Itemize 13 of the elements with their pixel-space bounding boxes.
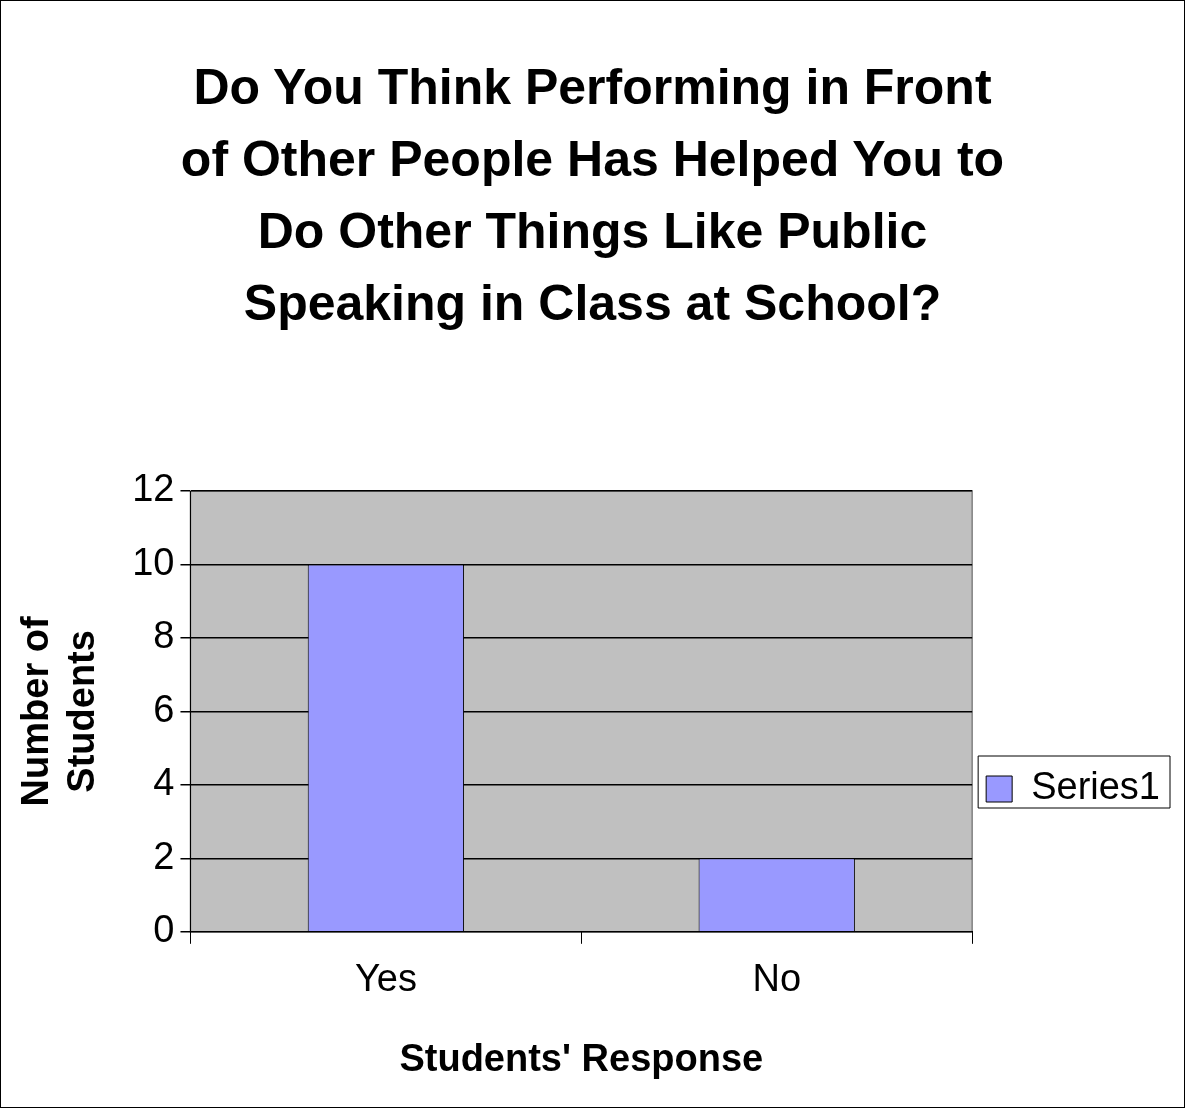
x-tick-label: Yes (354, 957, 417, 1000)
y-tick-label: 8 (153, 614, 175, 657)
x-tick-label: No (752, 957, 802, 1000)
y-axis-title: Number of Students (14, 616, 102, 807)
y-tick-label: 10 (132, 540, 175, 583)
y-tick-label: 4 (153, 761, 175, 804)
chart-title: Do You Think Performing in Front of Other People Has Helped You to Do Other Things Like Public Speaking in Class at School? (179, 58, 1006, 333)
y-tick-label: 2 (153, 834, 175, 877)
y-tick-label: 0 (153, 908, 175, 951)
x-axis-title: Students' Response (399, 1036, 764, 1079)
legend-label: Series1 (1031, 765, 1160, 808)
y-tick-label: 6 (153, 687, 175, 730)
y-tick-label: 12 (132, 467, 175, 510)
